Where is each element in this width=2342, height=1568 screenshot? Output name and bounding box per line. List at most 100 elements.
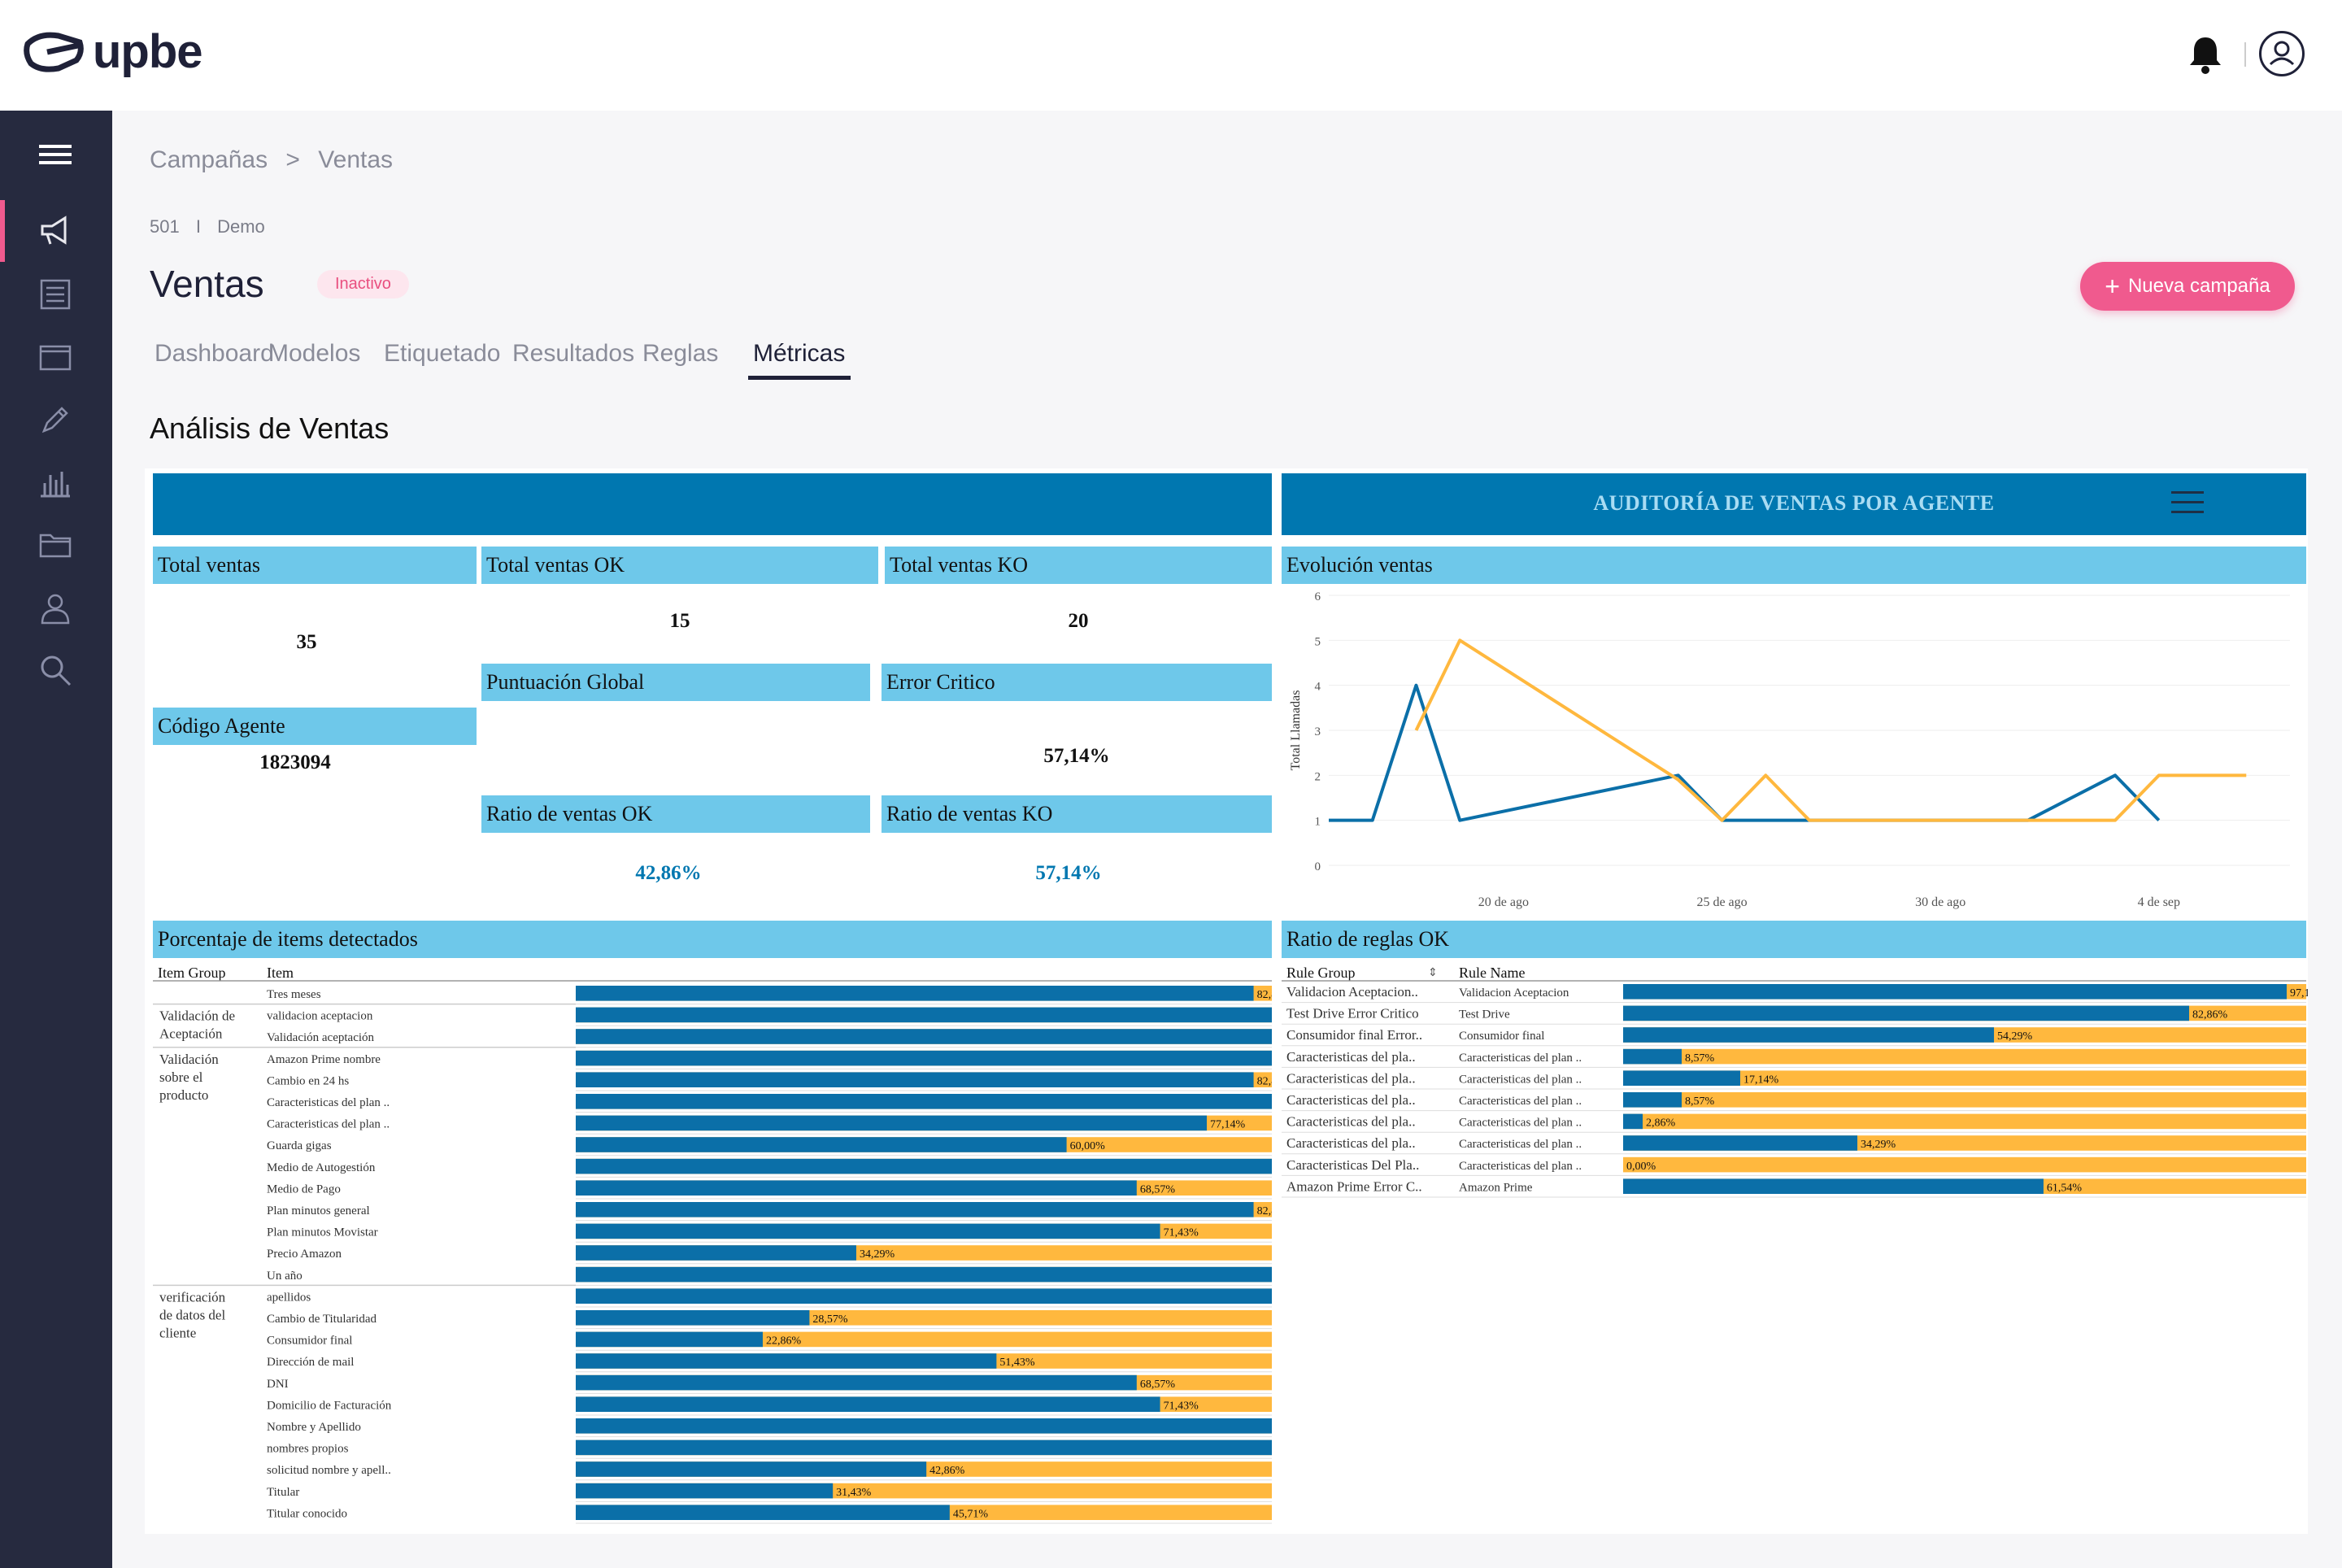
rule-bar-remaining	[1623, 1092, 2306, 1108]
rule-data-label: 34,29%	[1861, 1139, 1896, 1151]
item-label: Consumidor final	[267, 1335, 352, 1348]
item-bar-value	[576, 1440, 1272, 1456]
codigo-agente-header: Código Agente	[153, 708, 477, 745]
item-group-label: Aceptación	[159, 1026, 223, 1042]
total-ventas-value: 35	[296, 631, 317, 653]
tab-dashboard[interactable]: Dashboard	[155, 340, 274, 367]
breadcrumb-ventas[interactable]: Ventas	[318, 146, 394, 173]
item-label: DNI	[267, 1378, 289, 1391]
sidebar-active-indicator	[0, 200, 5, 262]
item-label: Tres meses	[267, 988, 321, 1001]
item-bar-value	[576, 1461, 927, 1477]
tab-etiquetado[interactable]: Etiquetado	[384, 340, 501, 367]
item-bar-value	[576, 1396, 1160, 1412]
ratio-ok-header: Ratio de ventas OK	[481, 795, 870, 833]
right-dashboard-header	[1282, 473, 2306, 535]
item-label: Validación aceptación	[267, 1031, 375, 1044]
item-group-label: Validación de	[159, 1008, 235, 1024]
y-tick-label: 6	[1315, 590, 1321, 603]
breadcrumb: Campañas > Ventas	[150, 146, 404, 174]
item-data-label: 60,00%	[1070, 1140, 1106, 1152]
y-tick-label: 3	[1315, 725, 1321, 738]
item-data-label: 71,43%	[1164, 1227, 1199, 1239]
rule-group-header: Rule Group	[1286, 965, 1356, 981]
x-tick-label: 30 de ago	[1915, 895, 1965, 909]
hamburger-menu-icon[interactable]	[2171, 491, 2204, 514]
item-bar-value	[576, 1115, 1208, 1131]
rule-bar-remaining	[1623, 1070, 2306, 1086]
tab-resultados[interactable]: Resultados	[512, 340, 635, 367]
new-campaign-button[interactable]: + Nueva campaña	[2080, 262, 2295, 311]
folder-icon[interactable]	[37, 527, 73, 563]
rule-bar-value	[1623, 1178, 2044, 1194]
item-header: Item	[267, 965, 294, 981]
rule-group-label: Amazon Prime Error C..	[1286, 1178, 1422, 1194]
tab-modelos[interactable]: Modelos	[268, 340, 361, 367]
sort-icon: ⇕	[1428, 967, 1438, 979]
rule-name-label: Caracteristicas del plan ..	[1459, 1138, 1582, 1151]
rule-name-label: Validacion Aceptacion	[1459, 987, 1569, 1000]
item-data-label: 45,71%	[953, 1508, 989, 1520]
campaign-id: 501	[150, 216, 180, 237]
logo[interactable]: upbe	[23, 24, 203, 79]
y-tick-label: 5	[1315, 635, 1321, 648]
rules-bar-table: Rule Group ⇕ Rule Name Validacion Aceptacio…	[1282, 965, 2308, 1198]
error-critico-header: Error Critico	[882, 664, 1272, 701]
bar-chart-icon[interactable]	[37, 465, 73, 501]
menu-icon[interactable]	[37, 137, 73, 172]
tab-metricas[interactable]: Métricas	[753, 340, 846, 367]
ratio-ok-value: 42,86%	[635, 862, 702, 884]
item-data-label: 77,14%	[1210, 1119, 1246, 1131]
item-bar-value	[576, 1202, 1254, 1217]
item-data-label: 31,43%	[836, 1487, 872, 1499]
item-bar-value	[576, 1418, 1272, 1434]
item-group-label: cliente	[159, 1325, 196, 1340]
rule-bar-value	[1623, 1048, 1682, 1065]
rule-name-label: Caracteristicas del plan ..	[1459, 1117, 1582, 1130]
item-data-label: 71,43%	[1164, 1400, 1199, 1412]
user-avatar-icon[interactable]	[2259, 31, 2305, 76]
rule-name-label: Caracteristicas del plan ..	[1459, 1160, 1582, 1173]
rule-data-label: 8,57%	[1685, 1052, 1715, 1065]
item-group-label: producto	[159, 1087, 208, 1103]
tab-reglas[interactable]: Reglas	[642, 340, 719, 367]
pencil-icon[interactable]	[37, 402, 73, 438]
item-data-label: 82,86%	[1257, 989, 1272, 1001]
series-line-1	[1414, 638, 2247, 822]
rule-data-label: 54,29%	[1997, 1030, 2033, 1043]
item-bar-value	[576, 1050, 1272, 1066]
ratio-ko-value: 57,14%	[1035, 862, 1102, 884]
rule-data-label: 17,14%	[1743, 1074, 1779, 1086]
y-axis-label: Total Llamadas	[1289, 690, 1303, 771]
item-label: Plan minutos Movistar	[267, 1226, 378, 1239]
rule-group-label: Test Drive Error Critico	[1286, 1006, 1419, 1021]
total-ko-value: 20	[1068, 610, 1089, 632]
rule-bar-remaining	[1623, 1048, 2306, 1065]
user-icon[interactable]	[37, 590, 73, 626]
search-icon[interactable]	[37, 652, 73, 688]
item-bar-value	[576, 1245, 856, 1261]
item-label: Precio Amazon	[267, 1248, 342, 1261]
item-bar-value	[576, 1223, 1160, 1239]
ratio-ko-header: Ratio de ventas KO	[882, 795, 1272, 833]
items-bar-table: Item Group Item Tres meses 82,86% Validación…	[153, 965, 1272, 1524]
rule-bar-value	[1623, 1092, 1682, 1108]
total-ok-header: Total ventas OK	[481, 547, 878, 584]
item-bar-value	[576, 1266, 1272, 1283]
megaphone-icon[interactable]	[37, 213, 73, 249]
list-icon[interactable]	[37, 277, 73, 312]
rule-name-label: Amazon Prime	[1459, 1181, 1533, 1194]
campaign-separator: I	[195, 216, 201, 237]
active-tab-underline	[748, 376, 851, 380]
item-group-label: verificación	[159, 1289, 226, 1304]
rule-bar-remaining	[1623, 1156, 2306, 1173]
rule-group-label: Caracteristicas del pla..	[1286, 1135, 1416, 1151]
inbox-icon[interactable]	[37, 340, 73, 376]
breadcrumb-campanas[interactable]: Campañas	[150, 146, 268, 173]
evolucion-line-chart: 0 1 2 3 4 5 6 20 de ago 25 de ago 30 de ago 4 de s…	[1289, 590, 2290, 909]
rule-name-label: Caracteristicas del plan ..	[1459, 1073, 1582, 1086]
item-bar-value	[576, 1158, 1272, 1174]
rules-table-header: Ratio de reglas OK	[1282, 921, 2306, 958]
rule-name-label: Caracteristicas del plan ..	[1459, 1052, 1582, 1065]
bell-icon[interactable]	[2187, 34, 2223, 75]
